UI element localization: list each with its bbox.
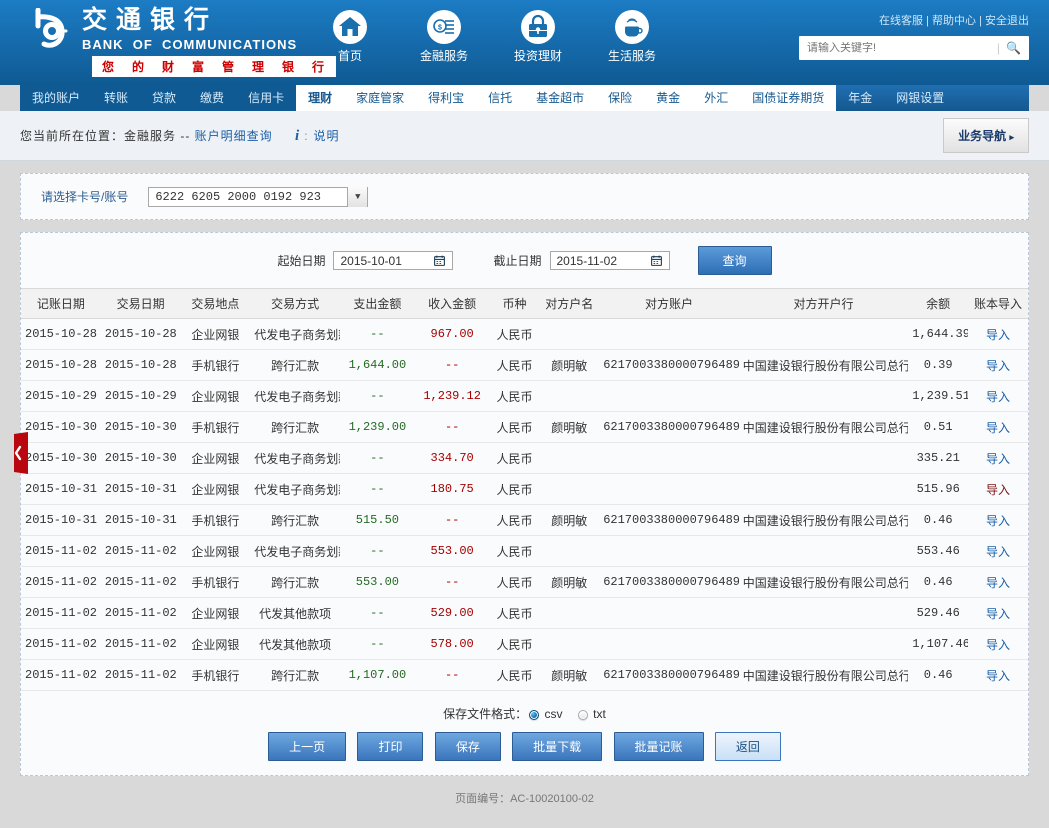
svg-text:$: $ bbox=[438, 25, 442, 32]
